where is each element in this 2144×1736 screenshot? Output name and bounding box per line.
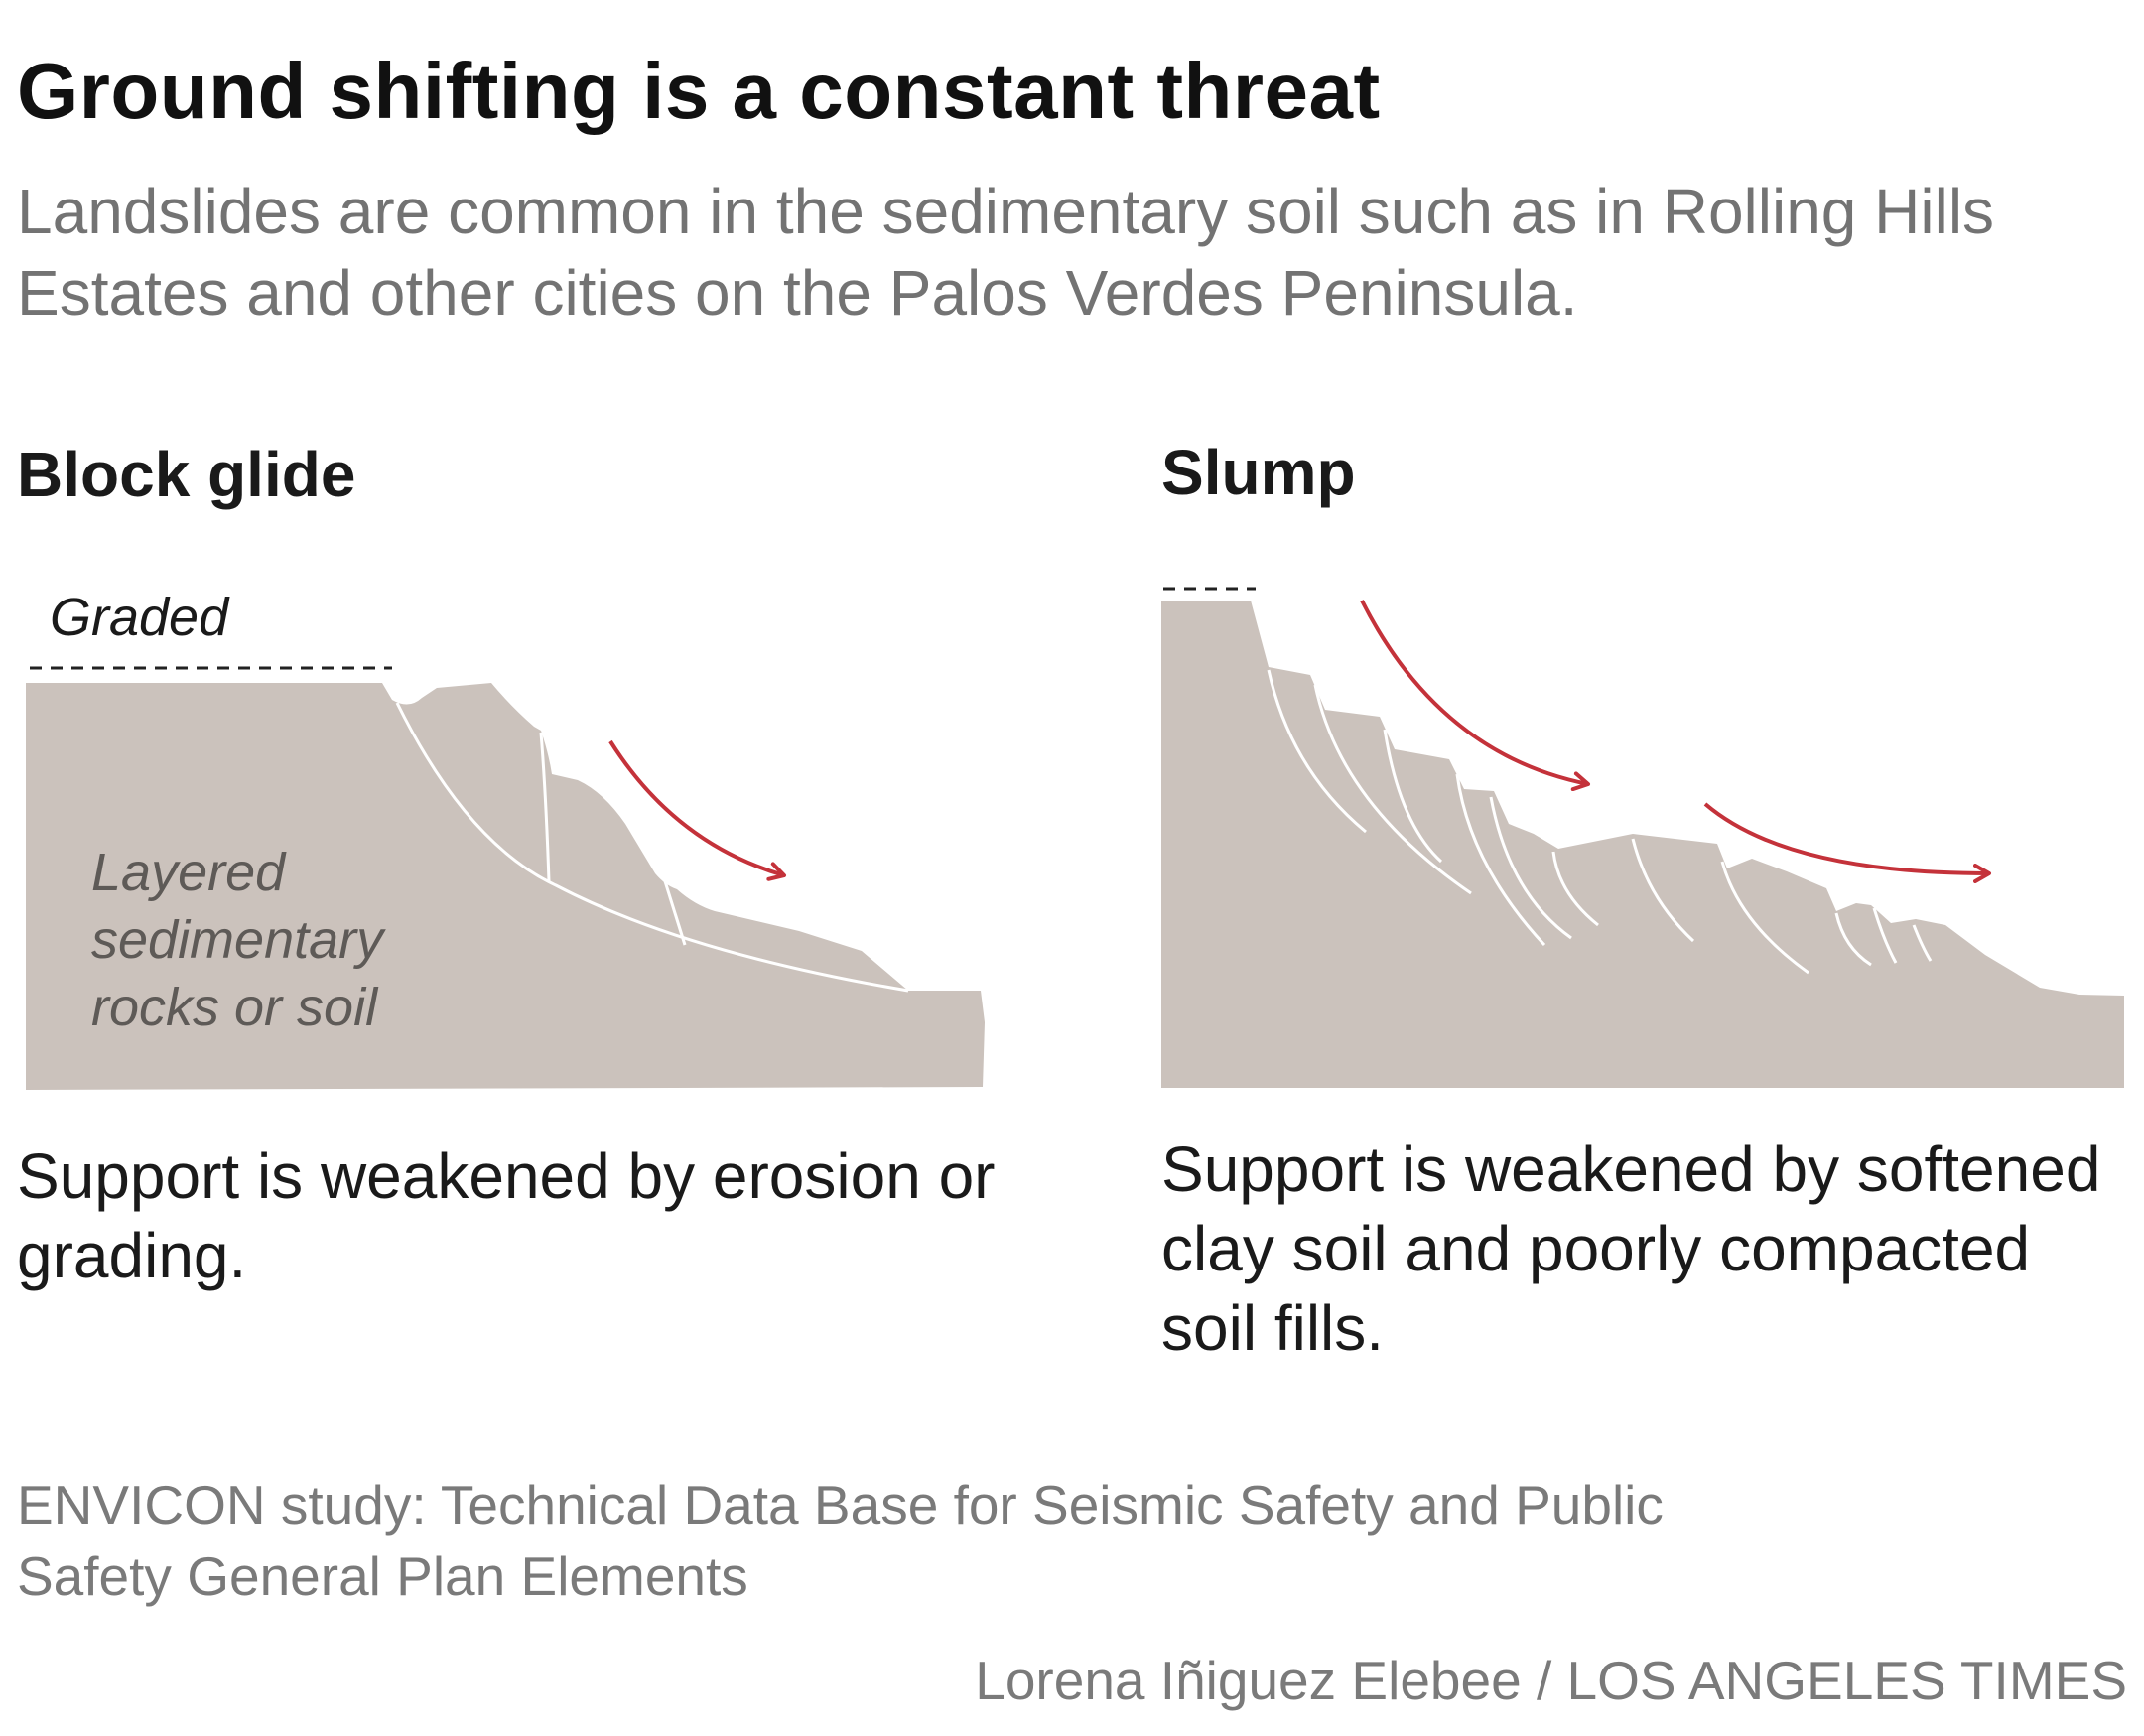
page-subtitle: Landslides are common in the sedimentary… (17, 176, 1995, 329)
block-glide-crack (663, 880, 687, 946)
slump-crack (1834, 912, 1872, 967)
credit-line: Lorena Iñiguez Elebee / LOS ANGELES TIME… (975, 1650, 2127, 1711)
rock-label-line: sedimentary (91, 910, 386, 970)
slump-crack (1631, 838, 1695, 943)
block-glide-arrow (608, 739, 786, 881)
slump-diagram (1161, 587, 2124, 1088)
page-title: Ground shifting is a constant threat (17, 47, 1381, 135)
block-glide-heading: Block glide (17, 439, 356, 510)
slump-crack (1313, 684, 1472, 895)
slump-crack (1489, 796, 1572, 940)
slump-arrow-lower (1703, 802, 1991, 883)
rock-label-line: rocks or soil (91, 978, 379, 1037)
block-glide-caption: Support is weakened by erosion or gradin… (17, 1140, 996, 1291)
slump-crack (1383, 729, 1443, 864)
slump-caption: Support is weakened by softened clay soi… (1161, 1134, 2101, 1364)
slump-crack (1551, 851, 1599, 927)
graded-label: Graded (50, 588, 230, 647)
slump-heading: Slump (1161, 437, 1356, 508)
slump-terrain (1161, 601, 2124, 1088)
rock-label-line: Layered (91, 843, 287, 902)
slump-arrow-upper (1360, 600, 1590, 792)
slump-crack (1912, 924, 1933, 962)
slump-crack (1720, 861, 1809, 975)
source-note: ENVICON study: Technical Data Base for S… (17, 1474, 1664, 1607)
slump-crack (1872, 907, 1898, 964)
block-glide-terrain (26, 683, 985, 1090)
slump-crack (1267, 669, 1367, 834)
block-glide-diagram: Graded Layered sedimentary rocks or soil (26, 588, 985, 1090)
slump-crack (1455, 773, 1546, 947)
block-glide-crack (539, 732, 551, 882)
block-glide-slip-surface (395, 702, 909, 993)
